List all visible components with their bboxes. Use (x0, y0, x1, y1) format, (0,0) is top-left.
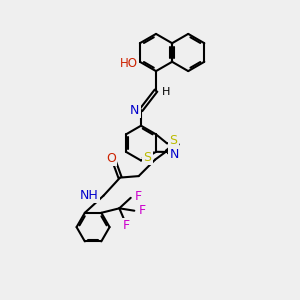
Text: HO: HO (119, 57, 137, 70)
Text: F: F (139, 204, 146, 217)
Text: F: F (123, 219, 130, 232)
Text: F: F (134, 190, 141, 203)
Text: S: S (169, 134, 177, 147)
Text: O: O (106, 152, 116, 165)
Text: N: N (130, 103, 140, 117)
Text: H: H (162, 87, 170, 97)
Text: S: S (144, 151, 152, 164)
Text: NH: NH (80, 189, 98, 202)
Text: N: N (170, 148, 179, 161)
